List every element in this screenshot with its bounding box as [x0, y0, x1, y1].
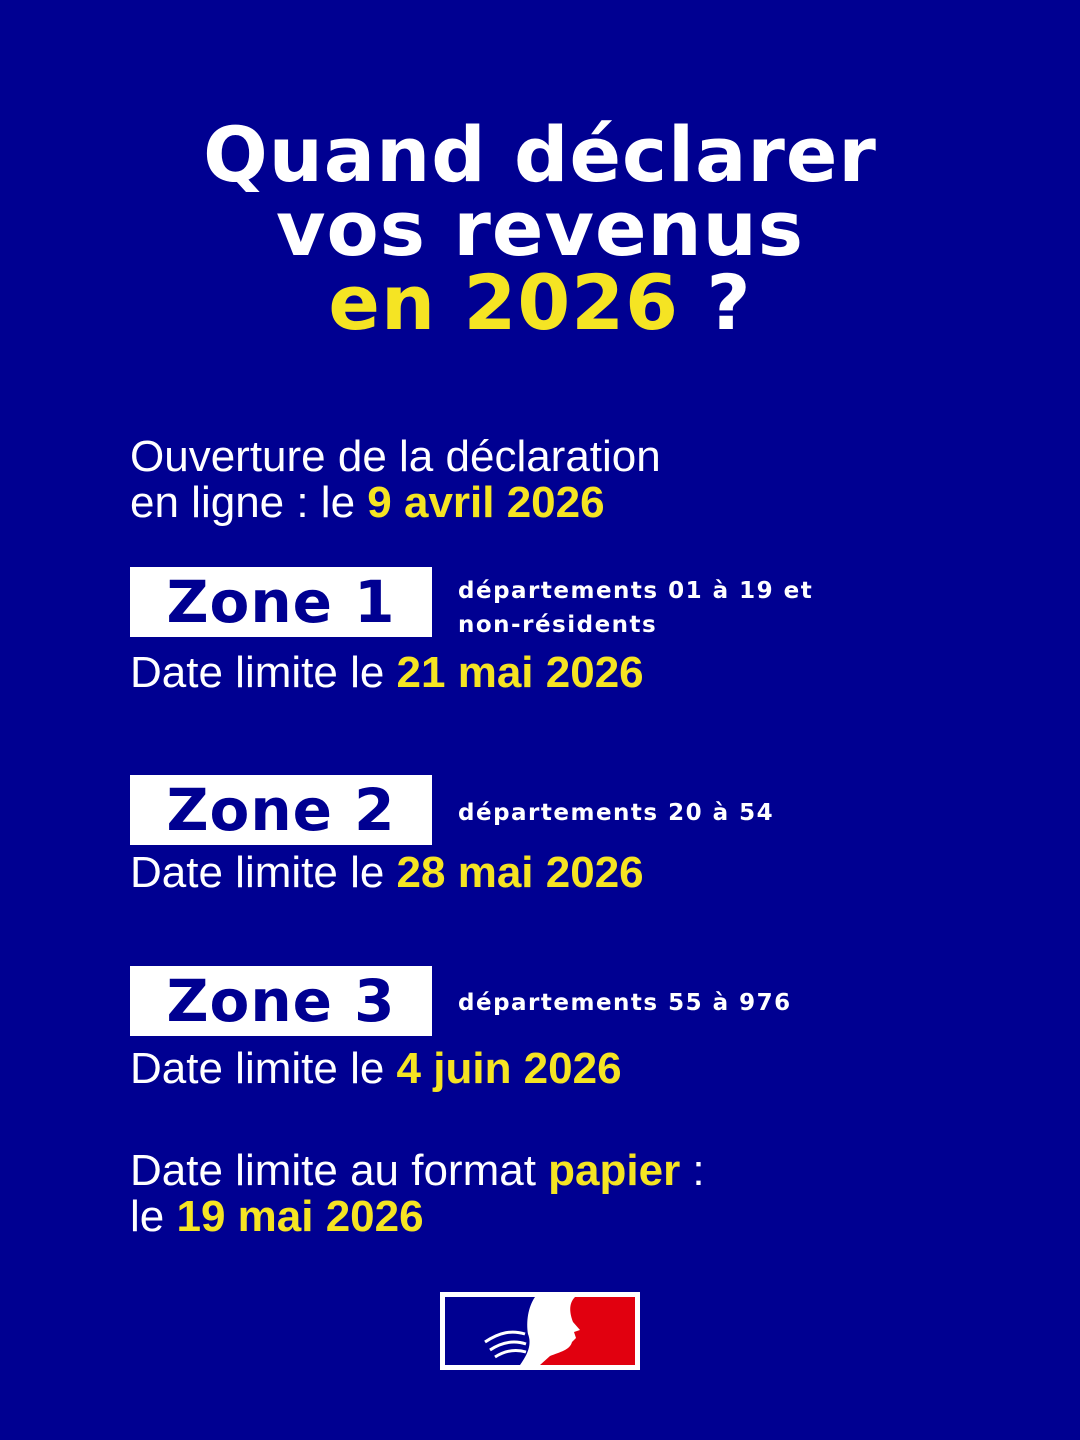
opening-date: Ouverture de la déclaration en ligne : l… [130, 434, 661, 526]
title-line-1: Quand déclarer [203, 110, 877, 199]
paper-le: le [130, 1192, 177, 1241]
title-line-3: en 2026 ? [0, 265, 1080, 341]
deadline-date: 21 mai 2026 [396, 648, 644, 697]
deadline-date: 28 mai 2026 [396, 848, 644, 897]
paper-line-2: le 19 mai 2026 [130, 1194, 705, 1240]
opening-line-2: en ligne : le 9 avril 2026 [130, 480, 661, 526]
zone-1-badge: Zone 1 [130, 567, 432, 637]
opening-prefix: en ligne : le [130, 478, 368, 527]
marianne-icon [445, 1297, 635, 1365]
title-question: ? [679, 258, 752, 347]
paper-prefix: Date limite au format [130, 1146, 549, 1195]
title-line-2: vos revenus [275, 184, 804, 273]
zone-2-badge: Zone 2 [130, 775, 432, 845]
opening-date-value: 9 avril 2026 [367, 478, 605, 527]
paper-suffix: : [680, 1146, 705, 1195]
zone-1-deadline: Date limite le 21 mai 2026 [130, 650, 644, 696]
title-year: en 2026 [328, 258, 680, 347]
marianne-logo [440, 1292, 640, 1370]
zone-3-badge: Zone 3 [130, 966, 432, 1036]
opening-line-1: Ouverture de la déclaration [130, 432, 661, 481]
paper-highlight: papier [548, 1146, 681, 1195]
zone-1-departments: départements 01 à 19 et non-résidents [458, 578, 814, 638]
paper-line-1: Date limite au format papier : [130, 1148, 705, 1194]
paper-deadline: Date limite au format papier : le 19 mai… [130, 1148, 705, 1240]
zone-3-departments: départements 55 à 976 [458, 990, 792, 1016]
zone-2-departments: départements 20 à 54 [458, 800, 775, 826]
paper-date: 19 mai 2026 [176, 1192, 424, 1241]
page-title: Quand déclarer vos revenus en 2026 ? [0, 110, 1080, 341]
deadline-date: 4 juin 2026 [396, 1044, 622, 1093]
deadline-prefix: Date limite le [130, 1044, 397, 1093]
deadline-prefix: Date limite le [130, 848, 397, 897]
zone-3-deadline: Date limite le 4 juin 2026 [130, 1046, 622, 1092]
deadline-prefix: Date limite le [130, 648, 397, 697]
zone-2-deadline: Date limite le 28 mai 2026 [130, 850, 644, 896]
